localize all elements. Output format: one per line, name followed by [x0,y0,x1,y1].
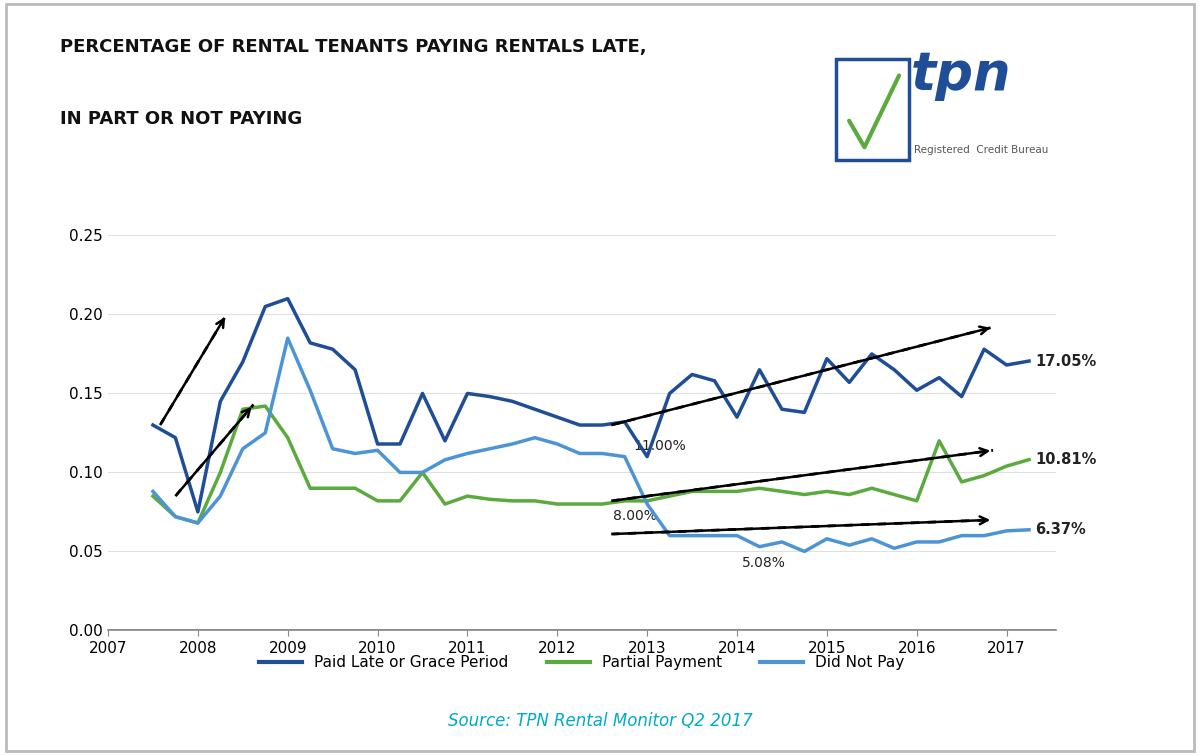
FancyBboxPatch shape [835,59,908,161]
Text: 6.37%: 6.37% [1036,522,1086,538]
Text: 5.08%: 5.08% [742,556,785,570]
Text: 8.00%: 8.00% [613,509,656,522]
Text: Registered  Credit Bureau: Registered Credit Bureau [914,145,1049,155]
FancyBboxPatch shape [6,4,1194,751]
Legend: Paid Late or Grace Period, Partial Payment, Did Not Pay: Paid Late or Grace Period, Partial Payme… [253,649,911,676]
Text: IN PART OR NOT PAYING: IN PART OR NOT PAYING [60,110,302,128]
Text: PERCENTAGE OF RENTAL TENANTS PAYING RENTALS LATE,: PERCENTAGE OF RENTAL TENANTS PAYING RENT… [60,38,647,56]
Text: 11.00%: 11.00% [634,439,686,454]
Text: 10.81%: 10.81% [1036,452,1097,467]
Text: Source: TPN Rental Monitor Q2 2017: Source: TPN Rental Monitor Q2 2017 [448,712,752,730]
Text: 17.05%: 17.05% [1036,353,1097,368]
Text: tpn: tpn [911,49,1012,101]
